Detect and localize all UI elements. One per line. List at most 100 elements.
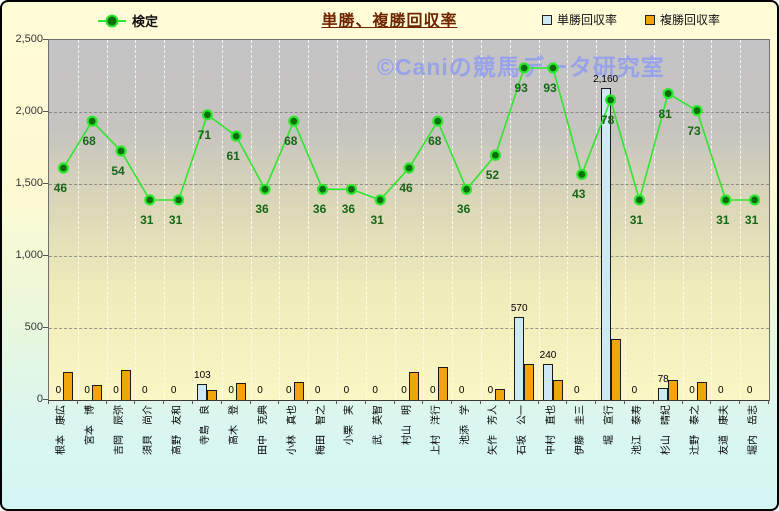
x-axis-category-label: 梅田 智之 (315, 405, 327, 455)
vertical-gridline (279, 40, 281, 400)
vertical-gridline (308, 40, 310, 400)
x-axis-tick (566, 400, 568, 404)
line-value-label: 68 (284, 134, 298, 149)
x-axis-tick (681, 400, 683, 404)
win-bar-value-label: 0 (314, 385, 321, 396)
win-bar-value-label: 0 (142, 385, 148, 396)
line-data-point (576, 168, 588, 181)
vertical-gridline (77, 40, 79, 400)
win-bar-value-label: 0 (55, 385, 62, 396)
win-bar-value-label: 0 (286, 385, 292, 396)
line-value-label: 31 (370, 212, 384, 227)
line-data-point (173, 194, 185, 206)
line-data-point (518, 62, 530, 74)
line-value-label: 46 (399, 181, 413, 196)
vertical-gridline (250, 40, 252, 400)
x-axis-category-label: 村山 明 (402, 405, 413, 445)
x-axis-category-label: 武 英智 (373, 405, 385, 445)
line-data-point (288, 115, 300, 127)
win-bar-value-label: 0 (84, 385, 90, 396)
vertical-gridline (423, 40, 425, 400)
x-axis-category-label: 杉山 晴紀 (661, 405, 673, 455)
line-value-label: 71 (197, 127, 212, 142)
legend-line-series: 検定 (98, 11, 158, 30)
horizontal-gridline (49, 256, 769, 257)
x-axis-tick (307, 400, 309, 404)
win-bar-value-label: 0 (372, 385, 378, 396)
y-axis-tick (43, 183, 48, 184)
place-bar (553, 380, 563, 400)
y-axis-tick-label: 1,500 (15, 177, 43, 189)
win-bar-value-label: 0 (170, 385, 177, 396)
y-axis-tick-label: 2,500 (15, 33, 43, 45)
x-axis-category-label: 辻野 泰之 (690, 405, 701, 455)
line-value-label: 54 (111, 164, 125, 178)
line-data-point (432, 115, 444, 127)
line-data-point (547, 62, 559, 74)
line-value-label: 36 (255, 202, 269, 217)
x-axis-tick (768, 400, 769, 404)
x-axis-tick (595, 400, 597, 404)
vertical-gridline (106, 40, 108, 400)
line-data-point (633, 194, 646, 206)
line-value-label: 73 (687, 123, 701, 138)
y-axis-tick (43, 255, 48, 256)
place-bar (697, 382, 707, 400)
win-bar-value-label: 103 (194, 370, 211, 382)
vertical-gridline (452, 40, 454, 400)
line-value-label: 36 (341, 202, 356, 217)
line-data-point (662, 87, 674, 100)
x-axis-tick (624, 400, 625, 404)
x-axis-category-label: 宮本 博 (85, 405, 97, 445)
vertical-gridline (221, 40, 223, 400)
line-value-label: 68 (82, 134, 96, 149)
win-bar (197, 384, 208, 400)
win-bar-value-label: 0 (718, 385, 724, 396)
vertical-gridline (481, 40, 482, 400)
line-value-label: 61 (226, 149, 240, 164)
vertical-gridline (193, 40, 194, 400)
vertical-gridline (625, 40, 626, 400)
win-bar-value-label: 0 (689, 385, 695, 396)
y-axis-tick-label: 2,000 (15, 105, 43, 117)
x-axis-category-label: 高野 友和 (171, 405, 183, 455)
line-value-label: 36 (456, 202, 471, 217)
line-data-point (259, 183, 271, 195)
y-axis-tick (43, 327, 48, 328)
line-data-point (201, 109, 213, 121)
x-axis-category-label: 田中 克典 (258, 405, 269, 455)
win-bar-value-label: 0 (430, 385, 436, 396)
vertical-gridline (682, 40, 684, 400)
win-bar (658, 387, 669, 400)
x-axis-category-label: 池江 泰寿 (632, 405, 644, 455)
y-axis-tick (43, 399, 48, 400)
line-legend-marker (98, 14, 126, 27)
place-bar (207, 390, 218, 400)
win-bar-value-label: 0 (746, 385, 753, 396)
x-axis-tick (134, 400, 136, 404)
win-bar-value-label: 0 (343, 385, 350, 396)
x-axis-category-label: 小栗 実 (344, 405, 356, 445)
horizontal-gridline (49, 184, 769, 185)
vertical-gridline (596, 40, 598, 400)
x-axis-tick (508, 400, 510, 404)
win-bar-value-label: 0 (401, 385, 407, 396)
plot-area: ©Caniの競馬データ研究室00000103000000000057024002… (48, 39, 770, 401)
win-bar (600, 87, 611, 400)
line-value-label: 31 (744, 212, 759, 227)
line-value-label: 93 (543, 81, 557, 95)
place-bar (524, 363, 535, 400)
line-value-label: 46 (53, 181, 68, 196)
win-bar-value-label: 0 (631, 385, 638, 396)
line-data-point (374, 194, 386, 206)
legend-line-label: 検定 (132, 14, 159, 29)
line-data-point (748, 194, 761, 206)
x-axis-category-label: 矢作 芳人 (488, 405, 500, 455)
line-value-label: 31 (629, 212, 644, 227)
win-bar-value-label: 0 (257, 385, 263, 396)
vertical-gridline (711, 40, 713, 400)
line-data-point (691, 104, 703, 117)
x-axis-category-label: 上村 洋行 (430, 405, 442, 455)
line-value-label: 68 (428, 134, 442, 149)
